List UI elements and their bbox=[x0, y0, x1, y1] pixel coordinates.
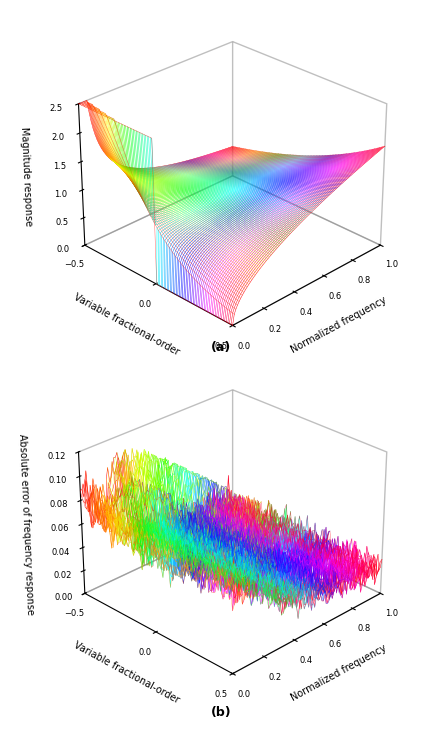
Y-axis label: Variable fractional-order: Variable fractional-order bbox=[73, 640, 181, 705]
Text: (b): (b) bbox=[211, 706, 232, 719]
Y-axis label: Variable fractional-order: Variable fractional-order bbox=[73, 292, 181, 357]
X-axis label: Normalized frequency: Normalized frequency bbox=[289, 643, 388, 702]
Text: (a): (a) bbox=[211, 341, 232, 354]
X-axis label: Normalized frequency: Normalized frequency bbox=[289, 295, 388, 355]
